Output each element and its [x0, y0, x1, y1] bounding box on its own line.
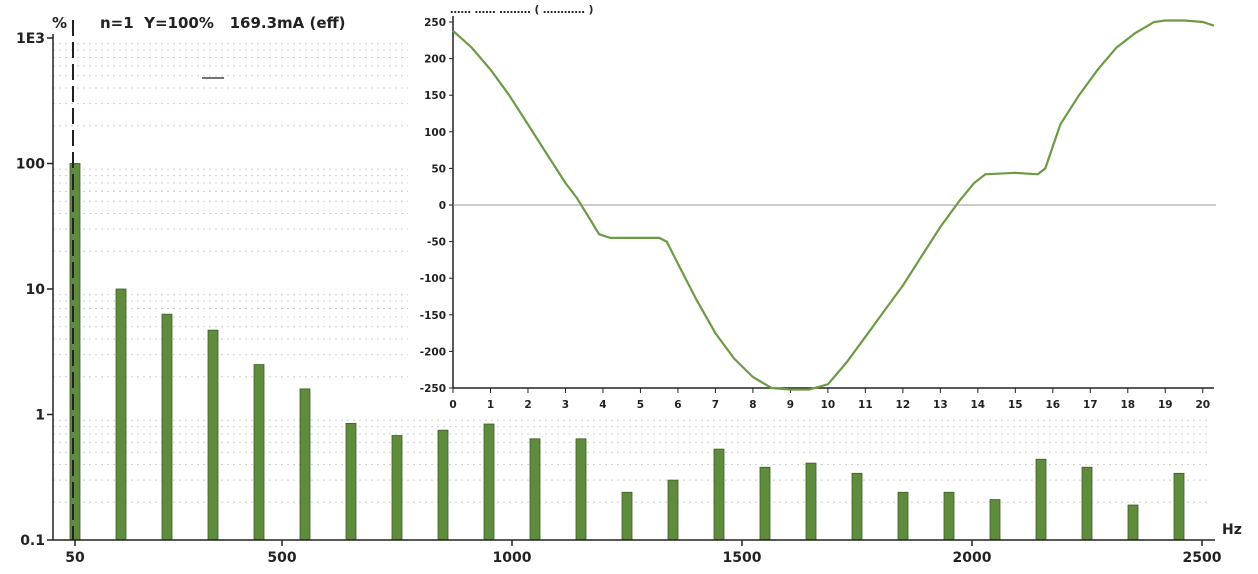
- y-tick-label: 0.1: [20, 533, 45, 549]
- waveform-x-tick-label: 14: [971, 399, 986, 411]
- percent-unit-label: %: [52, 14, 67, 32]
- waveform-inset: …… …… ……… ( ………… ) 250200150100500-50-10…: [408, 3, 1226, 413]
- harmonic-bar: [69, 163, 81, 541]
- harmonic-bar: [391, 435, 403, 541]
- waveform-x-tick-label: 4: [599, 399, 606, 411]
- waveform-x-tick-label: 6: [674, 399, 681, 411]
- harmonic-bar: [529, 438, 541, 541]
- harmonic-bar: [1081, 466, 1093, 541]
- harmonic-bar: [989, 499, 1001, 541]
- harmonic-bar: [483, 423, 495, 541]
- waveform-y-tick-label: -100: [420, 273, 446, 285]
- x-tick-label: 2000: [953, 550, 992, 566]
- waveform-x-tick-label: 2: [524, 399, 531, 411]
- harmonic-bar: [345, 422, 357, 541]
- x-tick-label: 2500: [1183, 550, 1222, 566]
- harmonic-bar: [805, 462, 817, 541]
- harmonic-bar: [713, 448, 725, 541]
- harmonic-bar: [667, 479, 679, 541]
- harmonic-bar: [621, 491, 633, 541]
- y-tick-label: 1E3: [16, 31, 45, 47]
- waveform-y-tick-label: -50: [427, 237, 446, 249]
- waveform-y-tick-label: 250: [424, 17, 446, 29]
- y-tick-label: 10: [26, 282, 46, 298]
- harmonic-bar: [161, 313, 173, 541]
- harmonic-bar: [1127, 504, 1139, 541]
- waveform-y-tick-label: 50: [431, 163, 446, 175]
- harmonic-bar: [943, 491, 955, 541]
- inset-title: …… …… ……… ( ………… ): [450, 4, 593, 16]
- y-tick-label: 100: [16, 157, 45, 173]
- harmonic-bar: [575, 438, 587, 541]
- waveform-x-tick-label: 15: [1008, 399, 1023, 411]
- waveform-x-tick-label: 12: [896, 399, 911, 411]
- waveform-x-tick-label: 3: [562, 399, 569, 411]
- x-axis-unit-label: Hz: [1222, 522, 1242, 538]
- harmonic-bar: [1173, 472, 1185, 541]
- waveform-x-tick-label: 7: [712, 399, 719, 411]
- harmonic-bar: [299, 388, 311, 541]
- waveform-x-tick-label: 5: [637, 399, 644, 411]
- x-tick-label: 50: [65, 550, 85, 566]
- waveform-y-tick-label: 0: [439, 200, 446, 212]
- waveform-y-tick-label: -200: [420, 346, 446, 358]
- waveform-x-tick-label: 18: [1120, 399, 1135, 411]
- waveform-x-tick-label: 11: [858, 399, 873, 411]
- harmonic-bar: [207, 329, 219, 541]
- waveform-y-tick-label: -150: [420, 310, 446, 322]
- harmonic-bar: [1035, 458, 1047, 541]
- x-tick-label: 1000: [493, 550, 532, 566]
- waveform-y-tick-label: 150: [424, 90, 446, 102]
- waveform-x-tick-label: 20: [1195, 399, 1210, 411]
- waveform-x-tick-label: 16: [1045, 399, 1060, 411]
- waveform-y-tick-label: 100: [424, 127, 446, 139]
- harmonic-bar: [253, 364, 265, 541]
- waveform-x-tick-label: 19: [1158, 399, 1173, 411]
- harmonic-bar: [437, 429, 449, 541]
- measurement-info: n=1 Y=100% 169.3mA (eff): [100, 14, 346, 32]
- harmonic-bar: [897, 491, 909, 541]
- x-tick-label: 500: [267, 550, 296, 566]
- inset-background: [408, 3, 1226, 413]
- waveform-line: [452, 19, 1215, 391]
- harmonic-bar: [851, 472, 863, 541]
- x-tick-label: 1500: [723, 550, 762, 566]
- waveform-x-tick-label: 1: [487, 399, 494, 411]
- waveform-x-tick-label: 8: [749, 399, 756, 411]
- waveform-y-tick-label: -250: [420, 383, 446, 395]
- harmonic-bar: [115, 288, 127, 541]
- waveform-x-tick-label: 10: [821, 399, 836, 411]
- waveform-x-tick-label: 0: [449, 399, 456, 411]
- waveform-x-tick-label: 9: [787, 399, 794, 411]
- waveform-y-tick-label: 200: [424, 54, 446, 66]
- waveform-x-tick-label: 13: [933, 399, 948, 411]
- waveform-x-tick-label: 17: [1083, 399, 1098, 411]
- spectrum-bars: [69, 163, 1185, 541]
- y-tick-label: 1: [35, 408, 45, 424]
- harmonic-bar: [759, 466, 771, 541]
